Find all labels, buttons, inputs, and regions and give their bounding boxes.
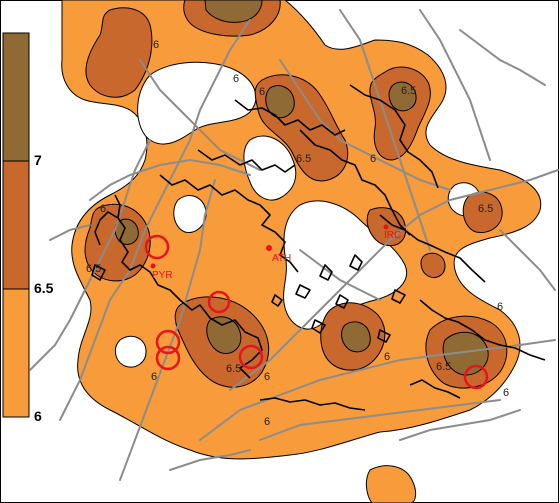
- contour-label: 6.5: [436, 361, 451, 373]
- legend-colorbar: [2, 32, 30, 418]
- contour-label: 6: [503, 387, 509, 399]
- legend-swatch-low: [2, 288, 30, 418]
- contour-label: 6: [259, 86, 265, 98]
- hazard-hole-north: [137, 61, 257, 145]
- legend-label-mid: 6.5: [34, 280, 54, 296]
- fault-lines: [29, 9, 559, 481]
- contour-label: 6: [497, 301, 503, 313]
- contour-label: 6.5: [226, 363, 241, 375]
- city-label-pyr: PYR: [152, 270, 173, 281]
- city-dot-ath: [266, 245, 272, 251]
- contour-label: 6: [264, 371, 270, 383]
- legend-label-low: 6: [34, 408, 42, 424]
- contour-label: 6.5: [86, 263, 101, 275]
- legend-label-high: 7: [34, 152, 42, 168]
- legend-swatch-mid: [2, 160, 30, 290]
- event-markers: [144, 234, 489, 390]
- contour-label: 6: [151, 371, 157, 383]
- contour-label: 6.5: [478, 203, 493, 215]
- contour-label: 6: [233, 73, 239, 85]
- hazard-zone-high: [114, 0, 489, 376]
- city-label-ath: ATH: [272, 253, 291, 264]
- contour-label: 6: [370, 153, 376, 165]
- city-label-irc: IRC: [384, 230, 401, 241]
- marker-circle: [238, 344, 264, 370]
- contour-labels: 6 6 6 6.5 6.5 6 6.5 6 6.5 6 6.5 6 6 6.5 …: [86, 39, 509, 428]
- contour-label: 6: [153, 39, 159, 51]
- contour-label: 6.5: [296, 153, 311, 165]
- coastlines: [91, 84, 546, 411]
- city-dot-pyr: [150, 263, 156, 269]
- marker-circle: [155, 345, 181, 371]
- hazard-zone-low-south: [365, 465, 417, 503]
- marker-circle: [155, 329, 181, 355]
- contour-label: 6: [100, 203, 106, 215]
- marker-circle: [207, 290, 231, 314]
- contour-label: 6.5: [401, 85, 416, 97]
- contour-label: 6: [264, 416, 270, 428]
- legend-swatch-high: [2, 32, 30, 162]
- marker-circle: [463, 364, 489, 390]
- hazard-hole-west: [173, 195, 207, 234]
- marker-circle: [144, 234, 170, 260]
- contour-label: 6: [384, 351, 390, 363]
- hazard-hole-sw: [114, 335, 147, 368]
- city-dot-irc: [383, 224, 389, 230]
- hazard-hole-central: [243, 135, 297, 201]
- city-markers: [150, 224, 389, 269]
